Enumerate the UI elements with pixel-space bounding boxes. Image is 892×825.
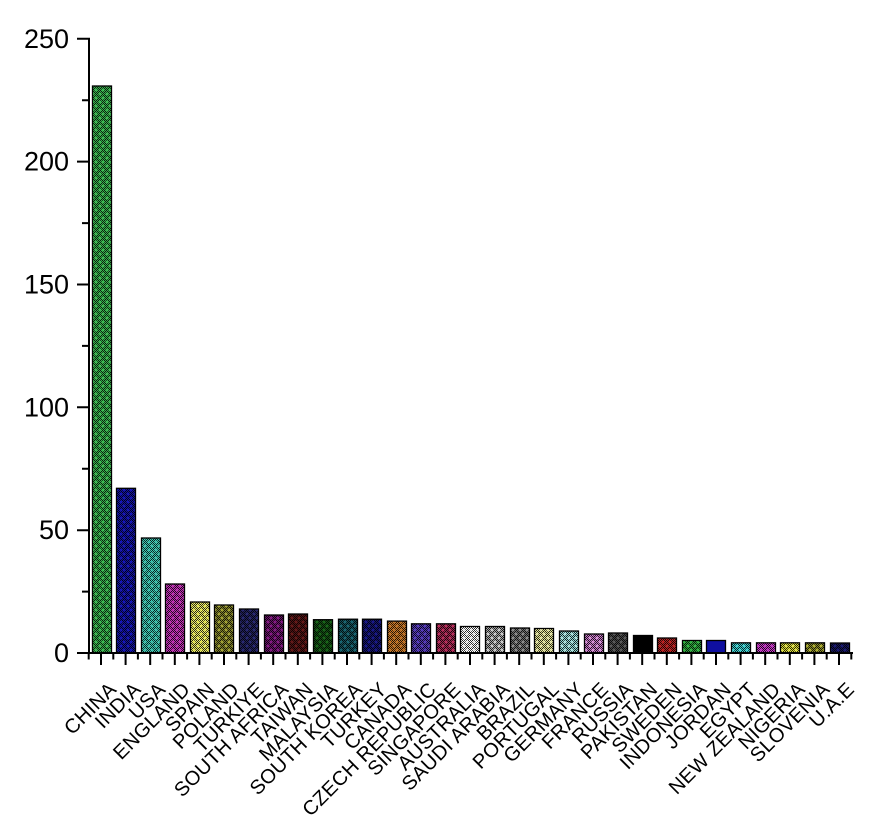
svg-text:50: 50 bbox=[39, 515, 69, 545]
svg-text:100: 100 bbox=[24, 392, 69, 422]
svg-text:0: 0 bbox=[54, 638, 69, 668]
svg-text:250: 250 bbox=[24, 24, 69, 54]
svg-text:200: 200 bbox=[24, 147, 69, 177]
svg-text:150: 150 bbox=[24, 270, 69, 300]
